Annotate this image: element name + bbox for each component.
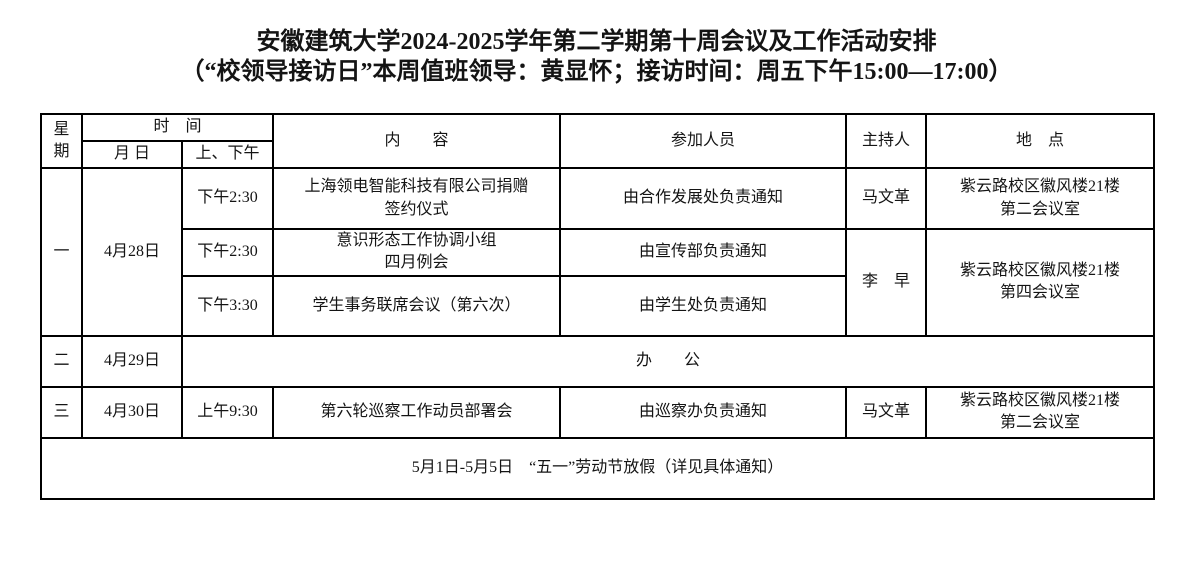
cell-participants-monday-2: 由宣传部负责通知	[559, 228, 848, 277]
cell-location-monday-2-3: 紫云路校区徽风楼21楼 第四会议室	[925, 228, 1156, 337]
cell-time-monday-2: 下午2:30	[180, 228, 275, 277]
header-month-day: 月 日	[81, 140, 183, 169]
header-row-2: 月 日 上、下午	[41, 140, 1154, 169]
cell-time-monday-1: 下午2:30	[180, 167, 275, 230]
title-line-1: 安徽建筑大学2024-2025学年第二学期第十周会议及工作活动安排	[256, 29, 937, 55]
cell-weekday-monday: 一	[40, 167, 83, 337]
cell-participants-monday-1: 由合作发展处负责通知	[559, 167, 848, 230]
header-host: 主持人	[845, 113, 928, 169]
cell-content-monday-1: 上海领电智能科技有限公司捐赠 签约仪式	[272, 167, 562, 230]
cell-location-monday-1: 紫云路校区徽风楼21楼 第二会议室	[925, 167, 1156, 230]
cell-note-tuesday: 办 公	[180, 334, 1156, 388]
header-am-pm: 上、下午	[180, 140, 275, 169]
table-row-monday-1: 一 4月28日 下午2:30 上海领电智能科技有限公司捐赠 签约仪式 由合作发展…	[40, 167, 1156, 337]
schedule-table: 星 期 时 间 内 容 参加人员 主持人 地 点 月 日 上、下午 一 4月28…	[39, 113, 1156, 500]
cell-date-wednesday: 4月30日	[81, 385, 183, 439]
header-row-1: 星 期 时 间 内 容 参加人员 主持人 地 点	[40, 113, 1156, 169]
cell-date-monday: 4月28日	[81, 167, 183, 337]
cell-weekday-wednesday: 三	[40, 385, 83, 439]
cell-date-tuesday: 4月29日	[81, 334, 183, 388]
title-line-2: （“校领导接访日”本周值班领导：黄显怀；接访时间：周五下午15:00—17:00…	[180, 59, 1013, 85]
table-row-monday-2: 下午2:30 意识形态工作协调小组 四月例会 由宣传部负责通知 李 早 紫云路校…	[41, 228, 1156, 337]
cell-host-wednesday: 马文革	[845, 385, 928, 439]
header-weekday: 星 期	[40, 113, 83, 169]
header-content: 内 容	[272, 113, 562, 169]
cell-location-wednesday: 紫云路校区徽风楼21楼 第二会议室	[925, 385, 1156, 439]
cell-content-monday-3: 学生事务联席会议（第六次）	[272, 274, 562, 337]
cell-host-monday-1: 马文革	[845, 167, 928, 230]
header-time: 时 间	[80, 113, 275, 142]
cell-participants-monday-3: 由学生处负责通知	[559, 274, 848, 337]
table-row-tuesday: 二 4月29日 办 公	[40, 334, 1156, 388]
cell-participants-wednesday: 由巡察办负责通知	[559, 385, 848, 439]
cell-weekday-tuesday: 二	[40, 334, 83, 388]
header-location: 地 点	[925, 113, 1156, 169]
table-row-holiday: 5月1日-5月5日 “五一”劳动节放假（详见具体通知）	[39, 436, 1156, 500]
header-participants: 参加人员	[559, 113, 848, 169]
cell-host-monday-2-3: 李 早	[845, 228, 928, 337]
table-row-monday-3: 下午3:30 学生事务联席会议（第六次） 由学生处负责通知	[41, 274, 1154, 337]
cell-content-monday-2: 意识形态工作协调小组 四月例会	[272, 228, 562, 277]
cell-time-wednesday: 上午9:30	[180, 385, 275, 439]
cell-content-wednesday: 第六轮巡察工作动员部署会	[272, 385, 562, 439]
cell-holiday-note: 5月1日-5月5日 “五一”劳动节放假（详见具体通知）	[39, 436, 1156, 500]
document-title: 安徽建筑大学2024-2025学年第二学期第十周会议及工作活动安排 （“校领导接…	[40, 0, 1153, 87]
table-row-wednesday: 三 4月30日 上午9:30 第六轮巡察工作动员部署会 由巡察办负责通知 马文革…	[40, 385, 1156, 439]
cell-time-monday-3: 下午3:30	[180, 274, 275, 337]
